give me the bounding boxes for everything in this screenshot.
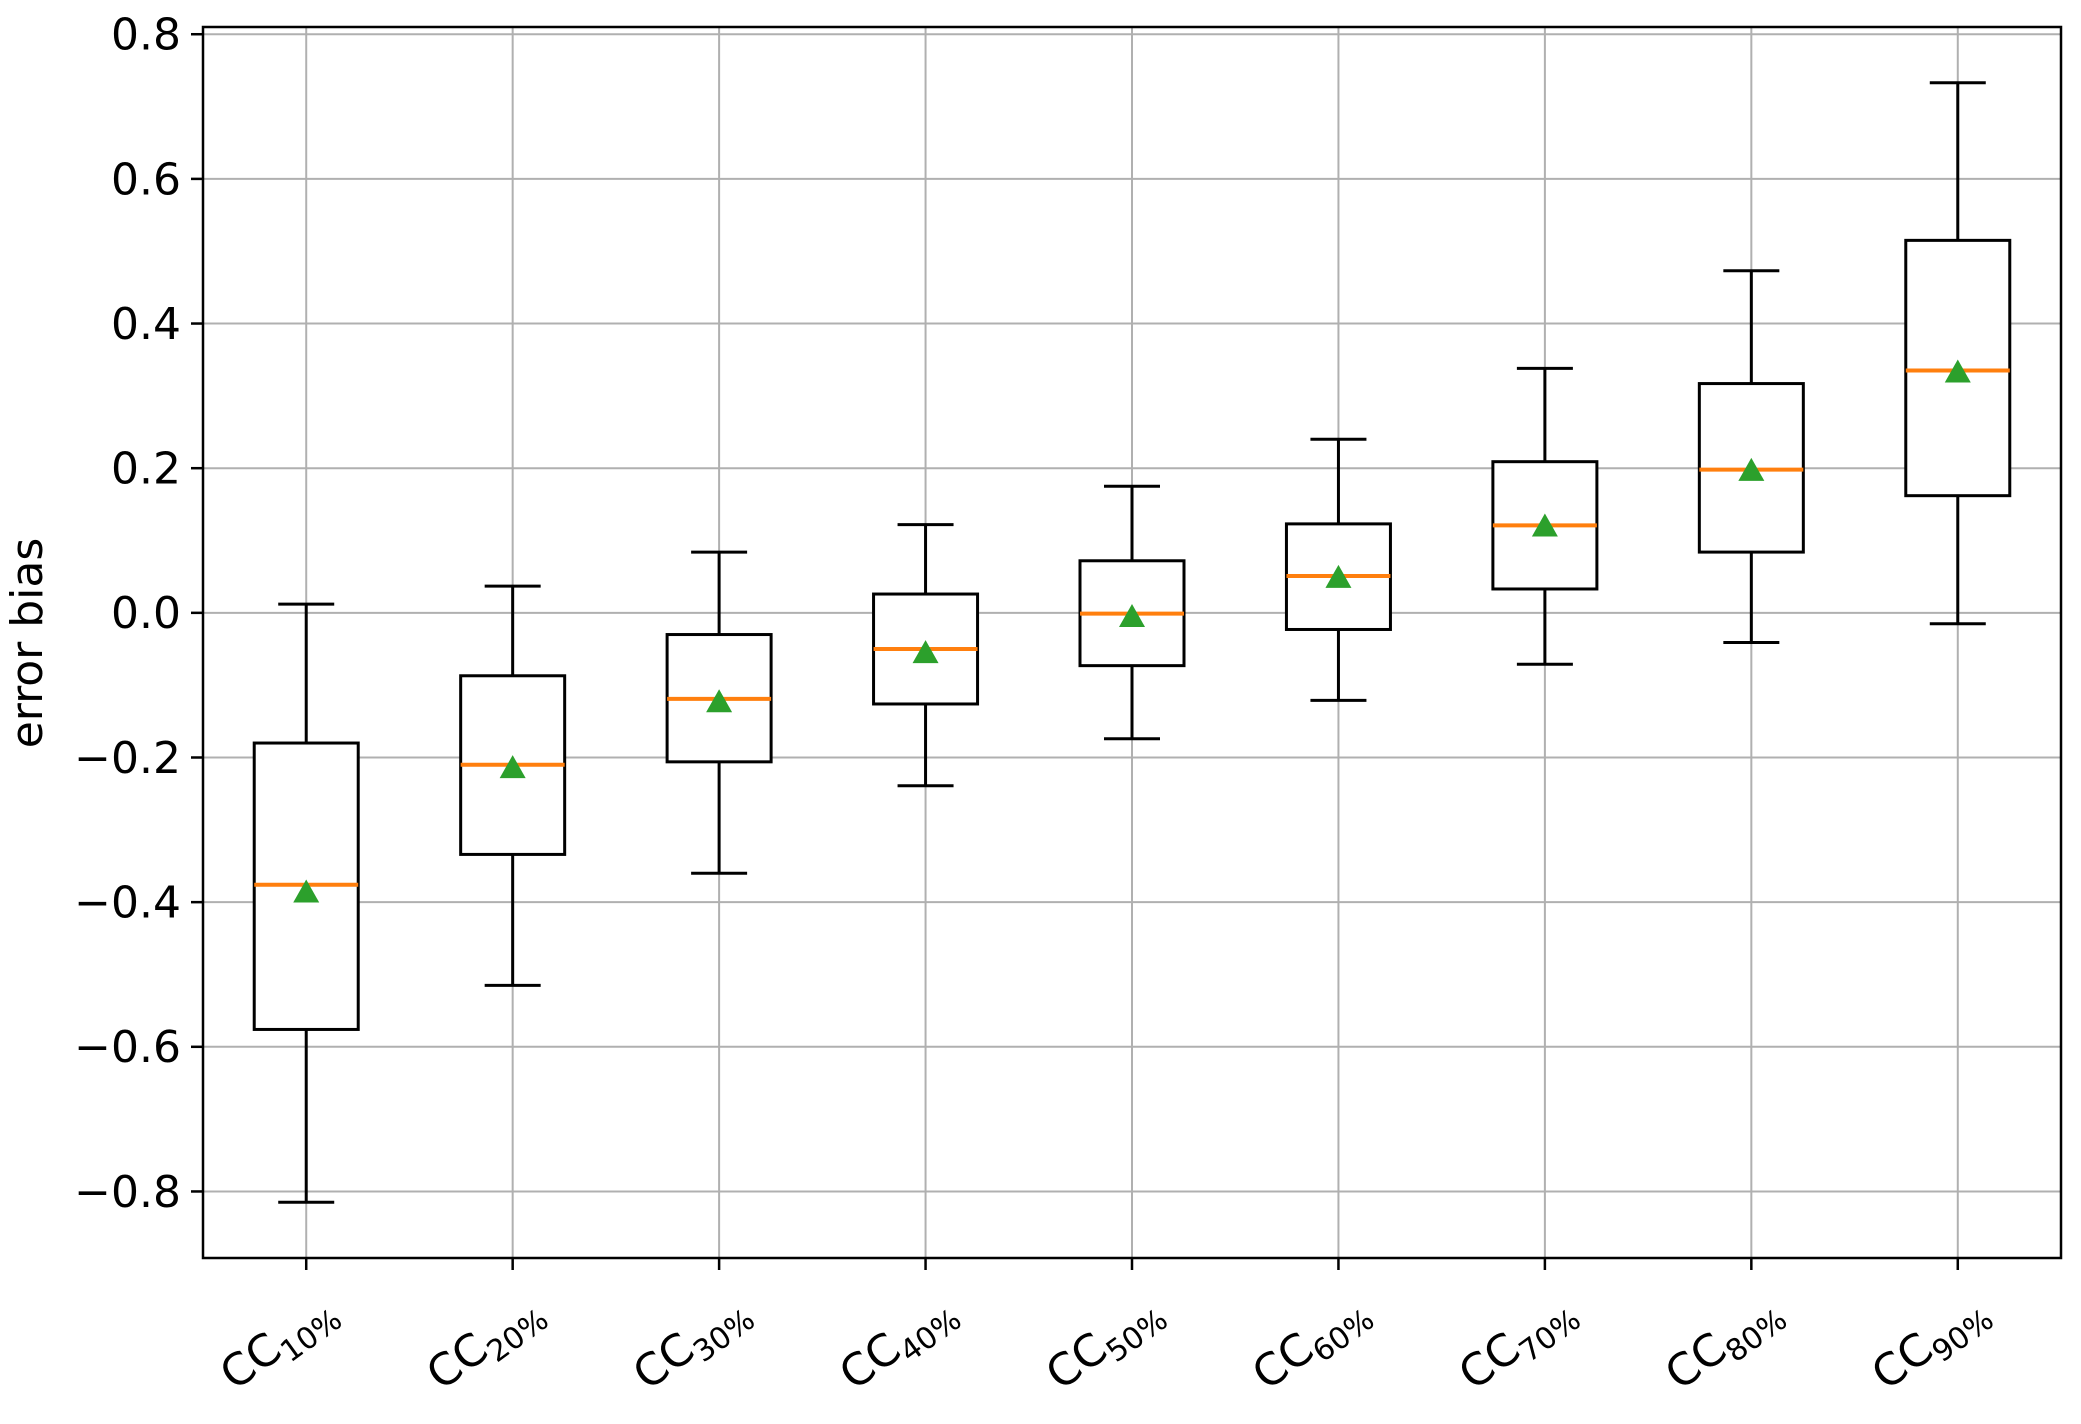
x-tick-label-CC20%: CC20% xyxy=(417,1284,555,1406)
boxes-layer xyxy=(252,81,2012,1204)
x-tick-label-CC90%: CC90% xyxy=(1863,1284,2001,1406)
mean-marker xyxy=(1944,359,1971,383)
box-CC70% xyxy=(1491,366,1599,666)
mean-marker xyxy=(1738,457,1765,481)
mean-marker xyxy=(706,689,733,713)
y-tick-label-−0.6: −0.6 xyxy=(74,1022,181,1073)
mean-marker xyxy=(1119,603,1145,627)
box-CC80% xyxy=(1697,269,1805,644)
y-tick-label-−0.8: −0.8 xyxy=(74,1167,181,1218)
x-tick-label-CC50%: CC50% xyxy=(1037,1284,1175,1406)
box-CC60% xyxy=(1284,437,1392,702)
x-tick-label-CC70%: CC70% xyxy=(1450,1284,1588,1406)
y-tick-label-−0.4: −0.4 xyxy=(74,878,181,929)
mean-marker xyxy=(499,755,526,779)
x-tick-label-CC60%: CC60% xyxy=(1243,1284,1381,1406)
box-CC30% xyxy=(665,550,773,875)
x-tick-label-CC80%: CC80% xyxy=(1656,1284,1794,1406)
x-tick-label-CC10%: CC10% xyxy=(211,1284,349,1406)
mean-marker xyxy=(293,879,320,903)
y-tick-label-0.2: 0.2 xyxy=(111,444,181,495)
mean-marker xyxy=(1531,513,1558,537)
axis-layer: 0.8 0.6 0.4 0.2 0.0 −0.2 −0.4 −0.6 −0.8 CC10% CC20… xyxy=(74,10,2063,1406)
x-tick-label-CC40%: CC40% xyxy=(830,1284,968,1406)
box-CC20% xyxy=(459,584,567,987)
x-tick-label-CC30%: CC30% xyxy=(624,1284,762,1406)
y-tick-label-−0.2: −0.2 xyxy=(74,733,181,784)
mean-marker xyxy=(912,640,939,664)
mean-marker xyxy=(1325,564,1352,588)
y-tick-label-0.6: 0.6 xyxy=(111,154,181,205)
box-CC10% xyxy=(252,602,360,1204)
box-CC90% xyxy=(1904,81,2012,626)
y-tick-label-0.0: 0.0 xyxy=(111,588,181,639)
box-CC50% xyxy=(1078,484,1186,741)
y-tick-label-0.8: 0.8 xyxy=(111,10,181,61)
y-tick-label-0.4: 0.4 xyxy=(111,299,181,350)
box-CC40% xyxy=(872,523,980,788)
y-axis-label: error bias xyxy=(2,538,53,749)
